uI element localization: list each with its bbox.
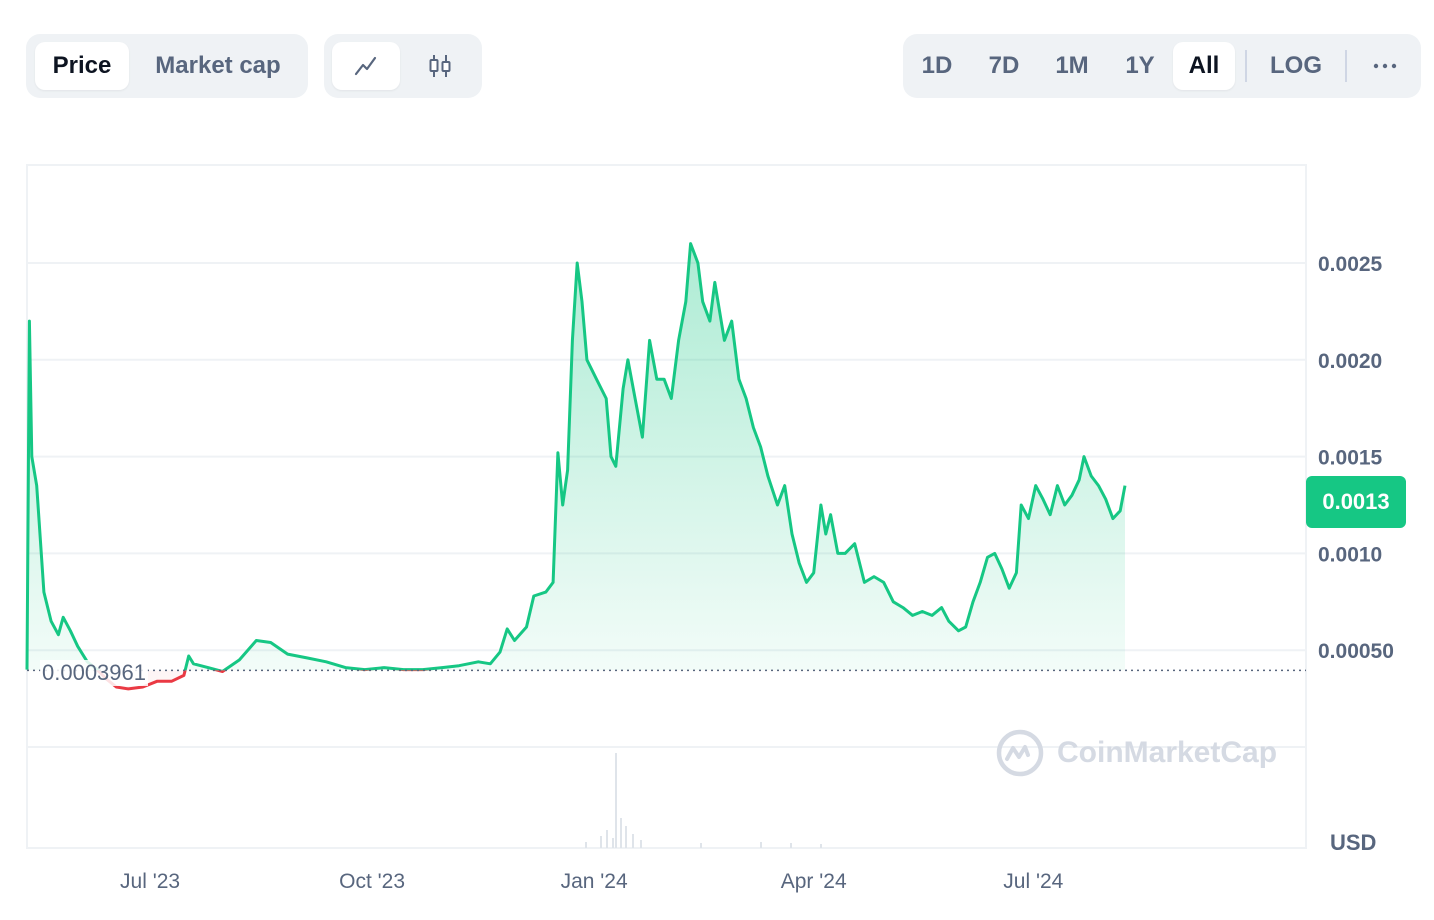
volume-bar [606,830,608,848]
tab-price[interactable]: Price [35,42,129,90]
y-axis-labels: 0.00050 0.0010 0.0015 0.0020 0.0025 [1318,253,1394,663]
toolbar-divider [1345,50,1347,82]
volume-bar [700,843,702,848]
volume-bar [625,826,627,848]
volume-bar [585,842,587,848]
price-area [27,243,1125,689]
volume-bar [820,844,822,848]
x-tick-label: Jan '24 [561,870,628,893]
x-axis-labels: Jul '23 Oct '23 Jan '24 Apr '24 Jul '24 [120,870,1064,893]
x-tick-label: Jul '23 [120,870,180,893]
volume-bar [790,843,792,848]
baseline-price-label: 0.0003961 [40,660,148,686]
log-scale-button[interactable]: LOG [1270,52,1322,79]
tab-market-cap[interactable]: Market cap [155,52,281,79]
volume-bar [612,838,614,848]
x-tick-label: Oct '23 [339,870,405,893]
y-tick-label: 0.0015 [1318,447,1383,470]
price-line-up [25,242,1127,671]
volume-bar [632,834,634,848]
volume-bars [585,753,822,848]
currency-label: USD [1330,830,1377,855]
more-options-button[interactable] [1355,42,1415,90]
range-1m[interactable]: 1M [1055,52,1089,79]
current-price-tag: 0.0013 [1306,476,1406,528]
y-tick-label: 0.0020 [1318,350,1382,373]
y-tick-label: 0.0010 [1318,543,1382,566]
range-7d[interactable]: 7D [988,52,1020,79]
metric-toggle: Price Market cap [26,34,308,98]
line-chart-icon [354,56,377,76]
price-line [25,242,1127,691]
y-tick-label: 0.0025 [1318,253,1383,276]
range-all[interactable]: All [1173,42,1235,90]
volume-bar [760,842,762,848]
candlestick-icon [429,55,451,77]
area-above-baseline [27,243,1125,671]
y-tick-label: 0.00050 [1318,640,1394,663]
volume-bar [640,840,642,848]
chart-type-toggle [324,34,482,98]
volume-bar [615,753,617,848]
x-tick-label: Jul '24 [1003,870,1063,893]
watermark-text: CoinMarketCap [1057,736,1278,769]
x-tick-label: Apr '24 [781,870,847,893]
coinmarketcap-logo-icon [996,729,1044,777]
more-dots-icon [1373,63,1397,69]
candlestick-button[interactable] [406,42,474,90]
range-1y[interactable]: 1Y [1125,52,1155,79]
toolbar-divider [1245,50,1247,82]
range-toggle: 1D 7D 1M 1Y All LOG [903,34,1421,98]
range-1d[interactable]: 1D [921,52,953,79]
volume-bar [620,818,622,848]
line-chart-button[interactable] [332,42,400,90]
volume-bar [600,836,602,848]
